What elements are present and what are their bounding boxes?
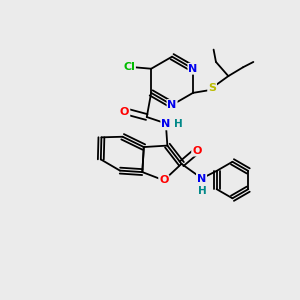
Text: S: S <box>208 83 216 94</box>
Text: H: H <box>198 186 206 196</box>
Text: N: N <box>161 119 170 129</box>
Text: O: O <box>120 107 129 117</box>
Text: N: N <box>188 64 198 74</box>
Text: Cl: Cl <box>123 62 135 72</box>
Text: N: N <box>197 174 206 184</box>
Text: H: H <box>174 119 183 129</box>
Text: N: N <box>167 100 177 110</box>
Text: O: O <box>192 146 202 156</box>
Text: O: O <box>159 175 169 185</box>
